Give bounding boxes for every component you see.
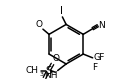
Text: S: S xyxy=(45,66,52,76)
Text: O: O xyxy=(53,54,60,63)
Text: NH: NH xyxy=(44,71,57,79)
Text: N: N xyxy=(99,21,105,30)
Text: F: F xyxy=(92,63,97,72)
Text: I: I xyxy=(60,6,63,16)
Text: 3: 3 xyxy=(97,56,101,61)
Text: CH: CH xyxy=(26,66,39,75)
Text: CF: CF xyxy=(93,53,105,62)
Text: 3: 3 xyxy=(39,72,43,77)
Text: O: O xyxy=(35,20,42,29)
